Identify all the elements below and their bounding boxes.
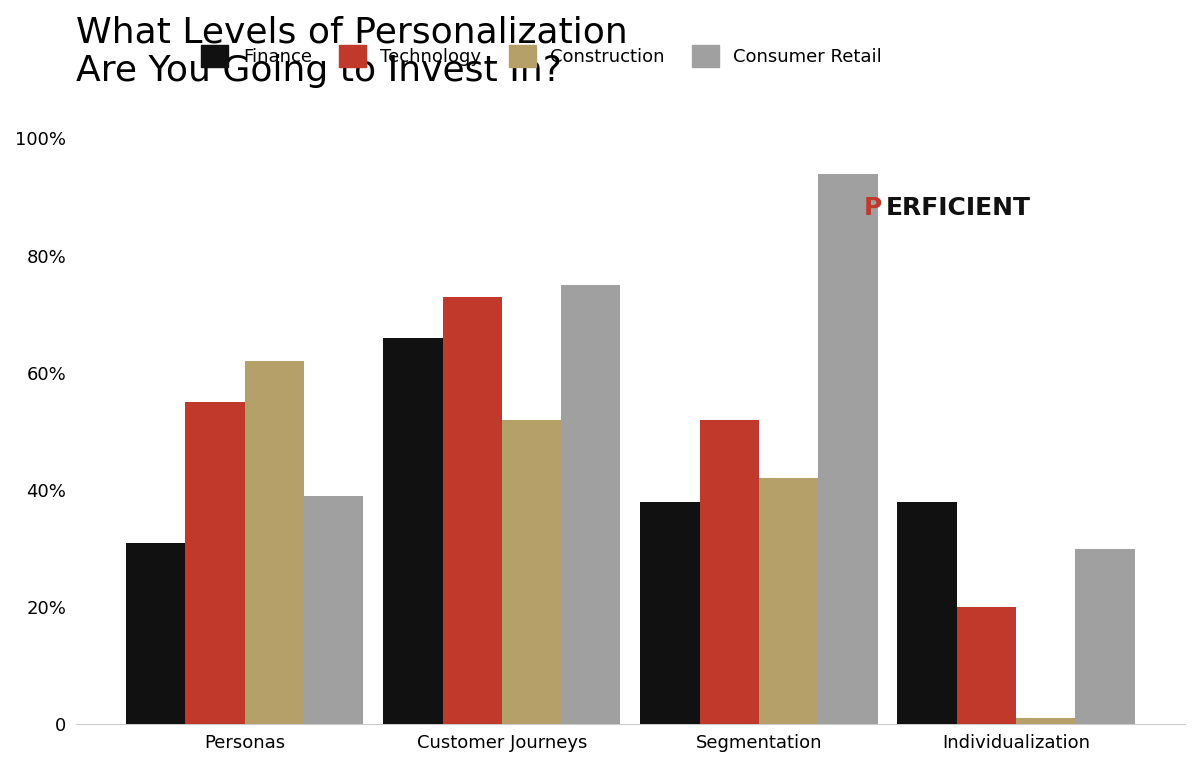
- Bar: [443, 297, 502, 724]
- Bar: [898, 502, 956, 724]
- Bar: [1075, 548, 1134, 724]
- Legend: Finance, Technology, Construction, Consumer Retail: Finance, Technology, Construction, Consu…: [194, 38, 889, 74]
- Text: P: P: [864, 196, 882, 220]
- Bar: [304, 495, 364, 724]
- Text: What Levels of Personalization
Are You Going to Invest In?: What Levels of Personalization Are You G…: [76, 15, 628, 88]
- Bar: [562, 285, 620, 724]
- Bar: [245, 361, 304, 724]
- Bar: [383, 337, 443, 724]
- Text: ERFICIENT: ERFICIENT: [886, 196, 1031, 220]
- Bar: [758, 479, 818, 724]
- Bar: [186, 402, 245, 724]
- Bar: [502, 420, 562, 724]
- Bar: [700, 420, 758, 724]
- Bar: [818, 173, 877, 724]
- Bar: [1016, 719, 1075, 724]
- Bar: [641, 502, 700, 724]
- Bar: [956, 607, 1016, 724]
- Bar: [126, 543, 186, 724]
